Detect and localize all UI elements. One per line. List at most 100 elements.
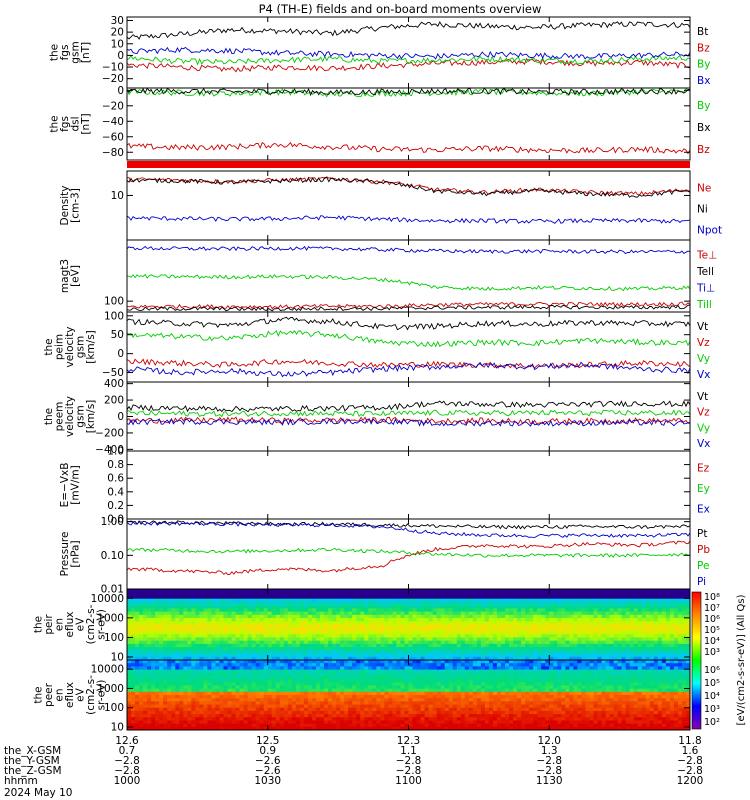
heatmap-cell — [263, 614, 269, 619]
heatmap-cell — [303, 630, 309, 635]
heatmap-cell — [267, 621, 273, 625]
heatmap-cell — [271, 608, 277, 613]
heatmap-cell — [517, 621, 522, 625]
heatmap-cell — [287, 627, 293, 632]
heatmap-cell — [392, 679, 397, 683]
heatmap-cell — [408, 611, 414, 616]
heatmap-cell — [344, 598, 349, 603]
heatmap-cell — [432, 679, 438, 683]
heatmap-cell — [364, 707, 369, 712]
heatmap-cell — [621, 614, 627, 619]
heatmap-cell — [340, 723, 345, 728]
heatmap-cell — [500, 605, 506, 609]
heatmap-cell — [231, 720, 237, 725]
heatmap-cell — [573, 618, 578, 622]
heatmap-cell — [311, 672, 317, 677]
y-tick-label: 20 — [111, 27, 124, 39]
heatmap-cell — [147, 685, 152, 690]
y-tick-label: −80 — [102, 147, 124, 159]
heatmap-cell — [175, 643, 180, 648]
heatmap-cell — [400, 627, 405, 632]
heatmap-cell — [440, 618, 446, 622]
heatmap-cell — [424, 605, 430, 609]
heatmap-cell — [348, 717, 353, 721]
heatmap-cell — [440, 614, 446, 619]
panel-frame — [126, 381, 691, 452]
heatmap-cell — [235, 682, 241, 686]
heatmap-cell — [231, 688, 237, 693]
heatmap-cell — [557, 592, 562, 596]
heatmap-cell — [673, 627, 679, 632]
heatmap-cell — [147, 679, 152, 683]
heatmap-cell — [593, 634, 599, 638]
heatmap-cell — [255, 698, 261, 702]
heatmap-cell — [352, 688, 357, 693]
heatmap-cell — [183, 666, 188, 671]
heatmap-cell — [420, 650, 426, 655]
heatmap-cell — [400, 608, 405, 613]
heatmap-cell — [151, 720, 156, 725]
heatmap-cell — [263, 707, 269, 712]
heatmap-cell — [432, 618, 438, 622]
heatmap-cell — [408, 672, 414, 677]
heatmap-cell — [553, 611, 558, 616]
heatmap-cell — [251, 717, 257, 721]
heatmap-cell — [352, 592, 357, 596]
heatmap-cell — [605, 647, 611, 651]
heatmap-cell — [279, 605, 285, 609]
heatmap-cell — [484, 647, 490, 651]
heatmap-cell — [324, 640, 329, 645]
heatmap-cell — [243, 695, 249, 699]
heatmap-cell — [251, 634, 257, 638]
heatmap-cell — [211, 601, 216, 606]
heatmap-cell — [573, 630, 578, 635]
heatmap-cell — [428, 589, 434, 593]
heatmap-cell — [645, 627, 651, 632]
heatmap-cell — [336, 595, 341, 600]
heatmap-cell — [235, 688, 241, 693]
heatmap-cell — [291, 726, 297, 731]
heatmap-cell — [621, 643, 627, 648]
heatmap-cell — [396, 630, 401, 635]
heatmap-cell — [131, 663, 136, 667]
heatmap-cell — [545, 627, 550, 632]
heatmap-cell — [287, 726, 293, 731]
heatmap-cell — [392, 592, 397, 596]
heatmap-cell — [376, 707, 381, 712]
heatmap-cell — [251, 698, 257, 702]
heatmap-cell — [400, 598, 405, 603]
heatmap-cell — [324, 720, 329, 725]
heatmap-cell — [139, 656, 144, 661]
heatmap-cell — [601, 650, 607, 655]
heatmap-cell — [316, 660, 321, 664]
heatmap-cell — [151, 698, 156, 702]
heatmap-cell — [143, 672, 148, 677]
heatmap-cell — [255, 672, 261, 677]
heatmap-cell — [557, 630, 562, 635]
heatmap-cell — [235, 663, 241, 667]
heatmap-cell — [171, 714, 176, 718]
heatmap-cell — [573, 608, 578, 613]
heatmap-cell — [420, 611, 426, 616]
heatmap-cell — [500, 621, 506, 625]
heatmap-cell — [649, 647, 655, 651]
heatmap-cell — [251, 720, 257, 725]
heatmap-cell — [171, 627, 176, 632]
heatmap-cell — [400, 618, 405, 622]
heatmap-cell — [183, 720, 188, 725]
heatmap-cell — [147, 592, 152, 596]
heatmap-cell — [569, 656, 574, 661]
heatmap-cell — [412, 605, 418, 609]
heatmap-cell — [641, 647, 647, 651]
heatmap-cell — [179, 611, 184, 616]
heatmap-cell — [653, 595, 659, 600]
heatmap-cell — [143, 634, 148, 638]
heatmap-cell — [452, 630, 458, 635]
heatmap-cell — [307, 666, 313, 671]
heatmap-cell — [223, 666, 229, 671]
heatmap-cell — [239, 691, 245, 696]
heatmap-cell — [416, 720, 422, 725]
heatmap-cell — [432, 598, 438, 603]
heatmap-cell — [307, 595, 313, 600]
heatmap-cell — [344, 720, 349, 725]
